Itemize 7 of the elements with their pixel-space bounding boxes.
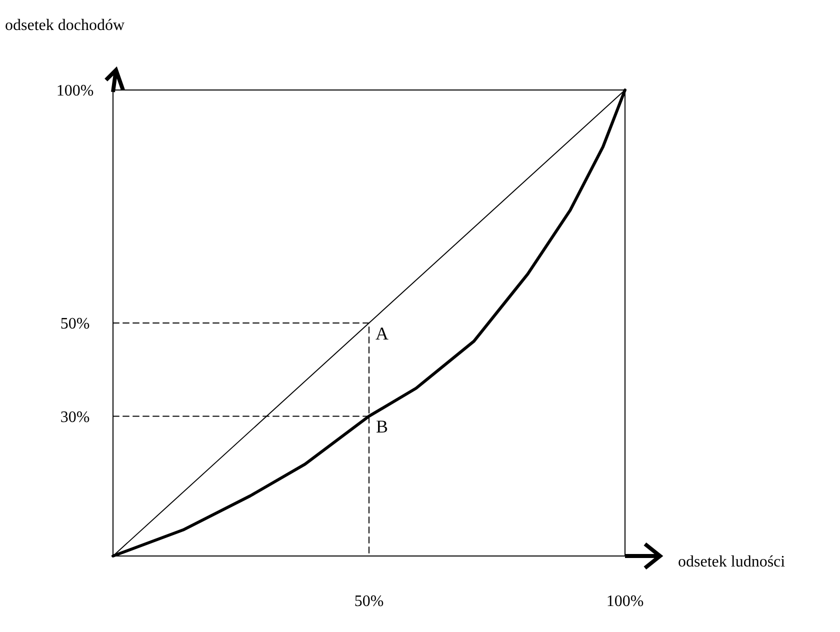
y-axis-title: odsetek dochodów <box>5 17 125 34</box>
y-tick-label: 50% <box>60 316 90 333</box>
y-tick-label: 100% <box>56 82 94 100</box>
x-axis-title: odsetek ludności <box>678 554 786 571</box>
y-tick-label: 30% <box>60 408 90 426</box>
annotation: B <box>376 416 388 436</box>
annotation: A <box>376 323 388 344</box>
